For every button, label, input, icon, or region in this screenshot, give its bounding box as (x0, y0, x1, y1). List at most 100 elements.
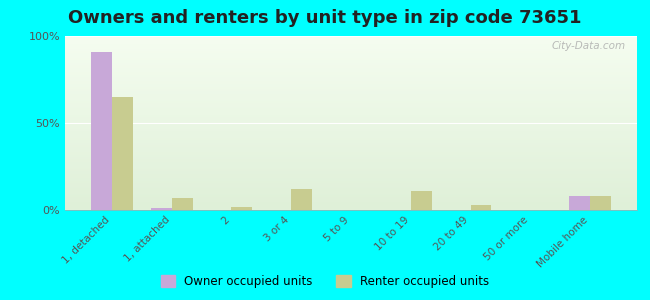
Bar (65, 189, 637, 191)
Bar (65, 128, 637, 130)
Bar (65, 88, 637, 90)
Bar (65, 38, 637, 40)
Bar (65, 194, 637, 196)
Bar (65, 83, 637, 85)
Bar (65, 134, 637, 135)
Bar (65, 92, 637, 93)
Bar (65, 64, 637, 66)
Text: Owners and renters by unit type in zip code 73651: Owners and renters by unit type in zip c… (68, 9, 582, 27)
Bar (65, 80, 637, 81)
Bar (65, 191, 637, 193)
Bar (65, 81, 637, 83)
Bar (65, 186, 637, 188)
Bar (65, 93, 637, 95)
Bar (65, 132, 637, 134)
Bar (65, 140, 637, 142)
Bar (65, 73, 637, 74)
Bar (65, 67, 637, 69)
Bar (65, 50, 637, 52)
Bar (65, 97, 637, 99)
Bar (65, 76, 637, 78)
Bar (65, 139, 637, 140)
Bar (231, 206, 252, 210)
Bar (65, 130, 637, 132)
Bar (65, 48, 637, 50)
Bar (65, 188, 637, 189)
Bar (65, 184, 637, 186)
Bar (65, 153, 637, 154)
Bar (65, 158, 637, 160)
Bar (65, 86, 637, 88)
Bar (65, 78, 637, 80)
Bar (65, 46, 637, 48)
Bar (65, 71, 637, 73)
Bar (65, 179, 637, 180)
Bar (65, 66, 637, 67)
Bar (65, 116, 637, 118)
Bar (65, 40, 637, 41)
Bar (65, 208, 637, 210)
Bar (65, 182, 637, 184)
Bar (411, 191, 432, 210)
Bar (65, 112, 637, 114)
Bar (65, 203, 637, 205)
Bar (65, 180, 637, 182)
Bar (65, 198, 637, 200)
Bar (65, 62, 637, 64)
Bar (65, 196, 637, 198)
Bar (65, 127, 637, 128)
Bar (65, 114, 637, 116)
Bar (65, 156, 637, 158)
Bar (65, 36, 637, 38)
Bar (65, 177, 637, 179)
Bar (65, 175, 637, 177)
Bar (569, 196, 590, 210)
Bar (65, 142, 637, 144)
Bar (65, 154, 637, 156)
Text: City-Data.com: City-Data.com (551, 41, 625, 51)
Bar (65, 57, 637, 58)
Bar (65, 205, 637, 206)
Bar (65, 125, 637, 127)
Bar (65, 147, 637, 149)
Bar (65, 109, 637, 111)
Bar (65, 74, 637, 76)
Bar (65, 43, 637, 45)
Bar (65, 69, 637, 71)
Bar (65, 144, 637, 146)
Bar (65, 85, 637, 86)
Bar (65, 137, 637, 139)
Bar (590, 196, 611, 210)
Bar (291, 189, 312, 210)
Bar (65, 58, 637, 60)
Bar (65, 41, 637, 43)
Bar (65, 201, 637, 203)
Bar (65, 53, 637, 55)
Bar (65, 200, 637, 201)
Bar (65, 163, 637, 165)
Bar (65, 173, 637, 175)
Bar (65, 107, 637, 109)
Bar (65, 146, 637, 147)
Legend: Owner occupied units, Renter occupied units: Owner occupied units, Renter occupied un… (161, 275, 489, 288)
Bar (65, 160, 637, 161)
Bar (172, 198, 192, 210)
Bar (65, 60, 637, 62)
Bar (65, 167, 637, 168)
Bar (471, 205, 491, 210)
Bar (65, 106, 637, 107)
Bar (65, 135, 637, 137)
Bar (65, 118, 637, 119)
Bar (65, 45, 637, 46)
Bar (65, 55, 637, 57)
Bar (65, 119, 637, 121)
Bar (65, 172, 637, 173)
Bar (65, 102, 637, 104)
Bar (65, 170, 637, 172)
Bar (65, 123, 637, 125)
Bar (112, 97, 133, 210)
Bar (65, 149, 637, 151)
Bar (65, 168, 637, 170)
Bar (65, 99, 637, 100)
Bar (65, 111, 637, 112)
